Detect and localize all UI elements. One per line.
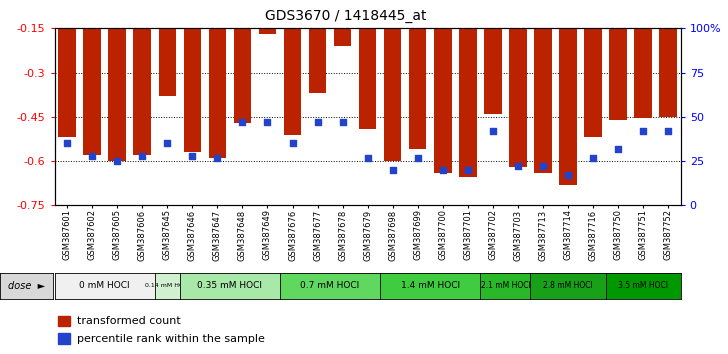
Bar [183,0,201,152]
Point [587,155,599,160]
Point [412,155,424,160]
Text: 1.4 mM HOCl: 1.4 mM HOCl [400,281,460,290]
Point [462,167,474,173]
Bar [484,0,502,114]
Bar [559,0,577,185]
Text: percentile rank within the sample: percentile rank within the sample [76,334,264,344]
Bar [133,0,151,155]
Bar [459,0,477,177]
Bar [58,333,71,344]
Bar [359,0,376,129]
Bar [159,0,176,96]
Text: transformed count: transformed count [76,316,181,326]
Bar [209,0,226,158]
Point [111,158,123,164]
Bar [509,0,526,167]
Point [261,119,273,125]
Point [637,128,649,134]
Bar [409,0,427,149]
Point [612,146,624,152]
Bar [309,0,326,93]
Point [162,141,173,146]
Bar [585,0,602,137]
Bar [58,316,71,326]
Bar [234,0,251,123]
Point [136,153,148,159]
Point [437,167,448,173]
Text: 0.35 mM HOCl: 0.35 mM HOCl [197,281,262,290]
Point [87,153,98,159]
Bar [84,0,101,155]
Bar [58,0,76,137]
Text: 2.1 mM HOCl: 2.1 mM HOCl [480,281,530,290]
Text: GDS3670 / 1418445_at: GDS3670 / 1418445_at [265,9,427,23]
Text: 2.8 mM HOCl: 2.8 mM HOCl [543,281,593,290]
Point [212,155,223,160]
Bar [434,0,451,173]
Point [387,167,398,173]
Bar [609,0,627,120]
Point [362,155,373,160]
Text: 0.14 mM HOCl: 0.14 mM HOCl [145,283,190,289]
Point [537,164,549,169]
Point [237,119,248,125]
Bar [108,0,126,161]
Point [512,164,523,169]
Point [186,153,198,159]
Bar [258,0,276,34]
Bar [534,0,552,173]
Bar [284,0,301,135]
Text: 0 mM HOCl: 0 mM HOCl [79,281,130,290]
Point [287,141,298,146]
Bar [634,0,652,118]
Point [337,119,349,125]
Bar [660,0,677,117]
Text: 0.7 mM HOCl: 0.7 mM HOCl [301,281,360,290]
Point [61,141,73,146]
Point [562,172,574,178]
Bar [334,0,352,46]
Point [312,119,323,125]
Text: dose  ►: dose ► [8,281,45,291]
Text: 3.5 mM HOCl: 3.5 mM HOCl [618,281,668,290]
Point [662,128,674,134]
Bar [384,0,401,161]
Point [487,128,499,134]
